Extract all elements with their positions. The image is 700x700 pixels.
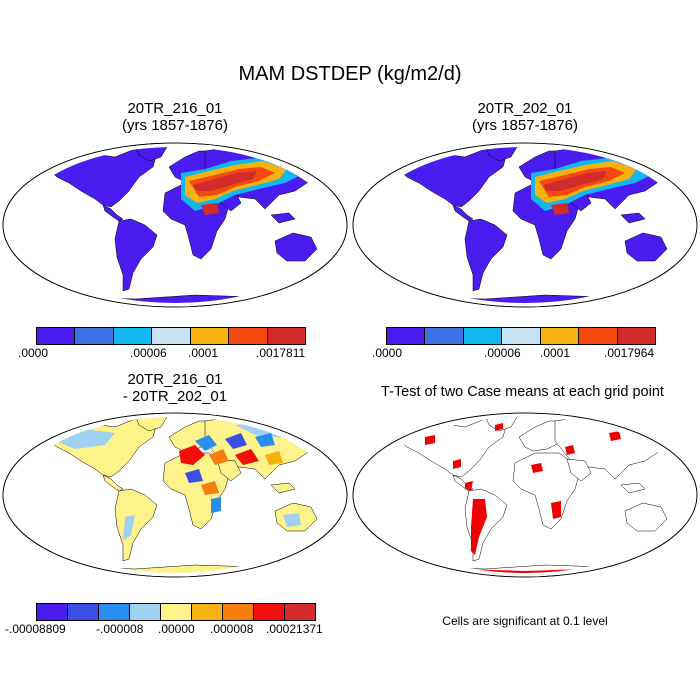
cb3-swatch-7 <box>254 604 285 620</box>
panel4-title: T-Test of two Case means at each grid po… <box>345 384 700 401</box>
significance-note: Cells are significant at 0.1 level <box>442 614 608 628</box>
cb3-swatch-2 <box>99 604 130 620</box>
panel1-title: 20TR_216_01 (yrs 1857-1876) <box>25 100 325 134</box>
cb1-label-2: .0001 <box>188 346 219 360</box>
cb1-label-1: .00006 <box>130 346 167 360</box>
panel3-title: 20TR_216_01 - 20TR_202_01 <box>25 371 325 405</box>
cb3-swatch-4 <box>161 604 192 620</box>
panel1-map <box>2 142 348 308</box>
panel2-title: 20TR_202_01 (yrs 1857-1876) <box>375 100 675 134</box>
cb2-swatch-6 <box>617 328 655 344</box>
cb3-swatch-6 <box>223 604 254 620</box>
cb1-swatch-3 <box>152 328 191 344</box>
panel4-map <box>352 412 698 578</box>
cb2-label-2: .0001 <box>540 346 571 360</box>
panel2-title-line2: (yrs 1857-1876) <box>472 117 578 134</box>
panel1-title-line1: 20TR_216_01 <box>127 100 223 117</box>
panel3-map <box>2 412 348 578</box>
cb1-swatch-1 <box>75 328 114 344</box>
panel3-title-line1: 20TR_216_01 <box>127 371 223 388</box>
cb2-swatch-2 <box>463 328 503 344</box>
colorbar-1 <box>36 327 306 345</box>
cb1-label-3: .0017811 <box>256 346 306 360</box>
cb2-label-0: .0000 <box>372 346 403 360</box>
cb1-swatch-2 <box>113 328 153 344</box>
cb1-swatch-5 <box>229 328 268 344</box>
cb3-label-2: .00000 <box>158 622 195 636</box>
cb2-swatch-1 <box>425 328 464 344</box>
colorbar-2 <box>386 327 656 345</box>
cb1-label-0: .0000 <box>18 346 49 360</box>
cb3-swatch-0 <box>37 604 68 620</box>
figure-title: MAM DSTDEP (kg/m2/d) <box>238 63 462 85</box>
panel2-map <box>352 142 698 308</box>
cb3-swatch-3 <box>130 604 161 620</box>
panel1-title-line2: (yrs 1857-1876) <box>122 117 228 134</box>
cb2-swatch-0 <box>387 328 426 344</box>
panel3-title-line2: - 20TR_202_01 <box>122 388 228 405</box>
cb1-swatch-0 <box>37 328 76 344</box>
panel4-title-line1: T-Test of two Case means at each grid po… <box>381 384 664 400</box>
cb3-swatch-5 <box>192 604 223 620</box>
cb3-label-4: .00021371 <box>266 622 323 636</box>
cb3-label-1: -.000008 <box>96 622 144 636</box>
cb3-swatch-1 <box>68 604 99 620</box>
cb3-label-0: -.00008809 <box>5 622 66 636</box>
cb2-swatch-4 <box>540 328 580 344</box>
cb1-swatch-4 <box>190 328 230 344</box>
cb2-label-3: .0017964 <box>604 346 655 360</box>
colorbar-3 <box>36 603 316 621</box>
cb2-swatch-5 <box>579 328 618 344</box>
cb3-label-3: .000008 <box>210 622 254 636</box>
panel2-title-line1: 20TR_202_01 <box>477 100 573 117</box>
cb2-label-1: .00006 <box>484 346 521 360</box>
cb3-swatch-8 <box>285 604 315 620</box>
cb1-swatch-6 <box>267 328 305 344</box>
cb2-swatch-3 <box>502 328 541 344</box>
